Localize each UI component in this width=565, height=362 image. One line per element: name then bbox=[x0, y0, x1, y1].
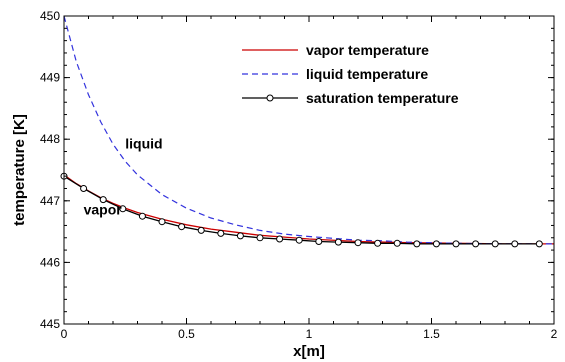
series-marker bbox=[295, 236, 303, 244]
y-tick-label: 446 bbox=[40, 255, 60, 269]
tick-layer: 0 0.5 1 1.5 2 445 446 447 448 449 450 bbox=[40, 9, 558, 341]
x-tick-label: 0.5 bbox=[178, 327, 195, 341]
series-marker bbox=[99, 196, 107, 204]
x-tick-label: 2 bbox=[551, 327, 558, 341]
series-marker bbox=[178, 223, 186, 231]
y-tick-label: 447 bbox=[40, 194, 60, 208]
series-marker bbox=[197, 226, 205, 234]
y-axis-label: temperature [K] bbox=[11, 114, 28, 226]
series-marker bbox=[119, 205, 127, 213]
series-marker bbox=[354, 239, 362, 247]
series-marker bbox=[256, 234, 264, 242]
series-marker bbox=[535, 240, 543, 248]
series-marker bbox=[236, 232, 244, 240]
y-tick-label: 448 bbox=[40, 132, 60, 146]
series-marker bbox=[393, 239, 401, 247]
annotation-vapor: vapor bbox=[84, 201, 123, 217]
series-marker bbox=[276, 235, 284, 243]
y-tick-label: 450 bbox=[40, 9, 60, 23]
y-tick-label: 445 bbox=[40, 317, 60, 331]
x-tick-label: 1.5 bbox=[423, 327, 440, 341]
x-axis-label: x[m] bbox=[293, 343, 325, 360]
series-marker bbox=[472, 240, 480, 248]
series-marker bbox=[432, 240, 440, 248]
series-marker bbox=[315, 238, 323, 245]
series-marker bbox=[158, 218, 166, 226]
legend-label-1: liquid temperature bbox=[306, 66, 428, 82]
series-marker bbox=[80, 185, 88, 192]
legend: vapor temperature liquid temperature satur… bbox=[242, 42, 459, 106]
series-layer bbox=[60, 15, 554, 248]
series-marker bbox=[452, 240, 460, 248]
series-marker bbox=[138, 212, 146, 220]
series-marker bbox=[334, 238, 342, 246]
annotation-layer: liquid vapor bbox=[84, 135, 163, 217]
x-tick-label: 1 bbox=[306, 327, 313, 341]
series-marker bbox=[217, 229, 225, 237]
y-tick-label: 449 bbox=[40, 71, 60, 85]
series-marker bbox=[413, 240, 421, 248]
legend-marker bbox=[266, 94, 274, 102]
series-marker bbox=[511, 240, 519, 248]
annotation-liquid: liquid bbox=[125, 135, 162, 151]
legend-label-0: vapor temperature bbox=[306, 42, 429, 58]
x-tick-label: 0 bbox=[61, 327, 68, 341]
series-marker bbox=[491, 240, 499, 248]
legend-label-2: saturation temperature bbox=[306, 90, 459, 106]
series-marker bbox=[374, 239, 382, 247]
